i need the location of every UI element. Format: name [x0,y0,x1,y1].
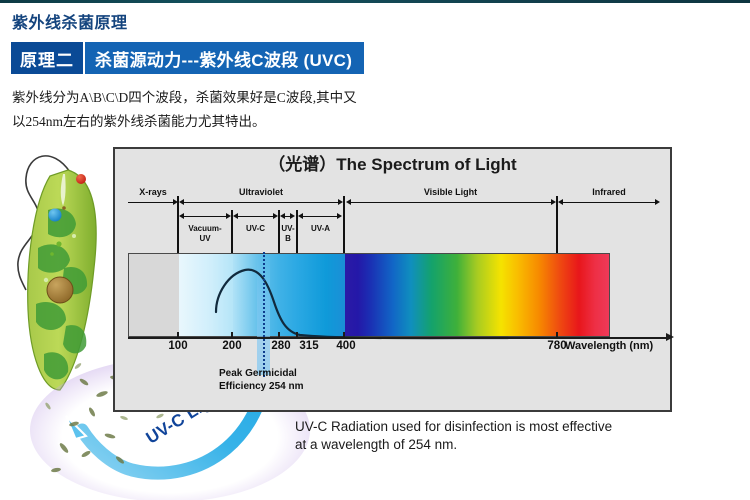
sub-arrow-uvc [236,216,274,217]
peak-254nm-dotted-line [263,252,265,377]
band-arrowhead-xrays [173,198,178,205]
paragraph-line-2: 以254nm左右的紫外线杀菌能力尤其特出。 [12,114,266,129]
axis-tick-315 [296,332,298,339]
spectrum-segment-xray [129,254,179,336]
divider-100nm [177,196,179,253]
page-title: 紫外线杀菌原理 [12,15,128,32]
paragraph-line-1: 紫外线分为A\B\C\D四个波段，杀菌效果好是C波段,其中又 [12,90,357,105]
banner-tag: 原理二 [11,42,85,74]
axis-label-315: 315 [299,340,319,352]
spectrum-figure: UV-C Light （光谱）The Spectrum of Light X-r… [0,140,750,500]
sub-band-label-uva: UV-A [310,224,331,233]
wavelength-axis-arrowhead [666,333,674,341]
sub-arrowhead-uva-left [298,212,303,219]
sub-band-label-uvc: UV-C [245,224,266,233]
band-arrowhead-vis-left [346,198,351,205]
peak-annotation-line-1: Peak Germicidal [219,368,297,379]
spectrum-segment-uva [298,254,345,336]
spectrum-segment-blue [371,254,411,336]
divider-280nm [278,210,280,253]
wavelength-axis [128,337,668,339]
axis-title: Wavelength (nm) [565,340,654,352]
figure-caption: UV-C Radiation used for disinfection is … [295,418,612,454]
axis-tick-280 [278,332,280,339]
sub-arrowhead-uva-right [337,212,342,219]
band-arrowhead-uv-right [338,198,343,205]
divider-400nm [343,196,345,253]
spectrum-color-bar [128,253,610,337]
microorganism-illustration [17,155,97,391]
sub-band-label-vacuum-uv: Vacuum- UV [188,224,222,243]
sub-arrowhead-uvb-right [290,212,295,219]
axis-tick-780 [556,332,558,339]
band-arrowhead-ir-right [655,198,660,205]
sub-arrowhead-uvc-left [233,212,238,219]
band-arrowhead-uv-left [179,198,184,205]
chart-title: （光谱）The Spectrum of Light [268,155,517,174]
band-arrow-ultraviolet [182,202,340,203]
band-label-infrared: Infrared [592,187,626,197]
peak-annotation-line-2: Efficiency 254 nm [219,381,304,392]
sub-arrowhead-uvc-right [273,212,278,219]
banner-heading: 杀菌源动力---紫外线C波段 (UVC) [85,42,365,74]
band-arrowhead-ir-left [558,198,563,205]
axis-tick-400 [343,332,345,339]
spectrum-segment-violet [345,254,371,336]
axis-tick-200 [231,332,233,339]
divider-315nm [296,210,298,253]
band-arrow-xrays [128,202,176,203]
sub-band-label-uvb: UV- B [281,224,295,243]
body-paragraph: 紫外线分为A\B\C\D四个波段，杀菌效果好是C波段,其中又 以254nm左右的… [12,86,452,134]
spectrum-segment-uvb [280,254,298,336]
band-label-ultraviolet: Ultraviolet [238,187,283,197]
spectrum-segment-yellow [457,254,501,336]
principle-banner: 原理二 杀菌源动力---紫外线C波段 (UVC) [11,42,365,74]
top-accent-strip [0,0,750,3]
axis-label-100: 100 [168,340,188,352]
axis-label-400: 400 [336,340,356,352]
band-label-visible-light: Visible Light [423,187,478,197]
sub-arrowhead-vuv-right [226,212,231,219]
peak-germicidal-annotation: Peak Germicidal Efficiency 254 nm [219,367,303,393]
spectrum-segment-infrared [579,254,609,336]
axis-label-200: 200 [222,340,242,352]
sub-arrowhead-uvb-left [280,212,285,219]
divider-200nm [231,210,233,253]
caption-line-2: at a wavelength of 254 nm. [295,437,458,452]
band-label-xrays: X-rays [139,187,167,197]
axis-label-780: 780 [547,340,567,352]
axis-label-280: 280 [271,340,291,352]
spectrum-segment-red [539,254,579,336]
caption-line-1: UV-C Radiation used for disinfection is … [295,419,613,434]
sub-arrowhead-vuv-left [179,212,184,219]
spectrum-segment-green [411,254,457,336]
spectrum-segment-vacuum-uv [179,254,233,336]
sub-arrow-uvb [284,216,291,217]
sub-arrow-vacuum-uv [182,216,226,217]
sub-arrow-uva [301,216,338,217]
band-arrow-visible [350,202,553,203]
spectrum-segment-orange [501,254,539,336]
band-arrowhead-vis-right [551,198,556,205]
band-arrow-infrared [562,202,658,203]
axis-tick-100 [177,332,179,339]
